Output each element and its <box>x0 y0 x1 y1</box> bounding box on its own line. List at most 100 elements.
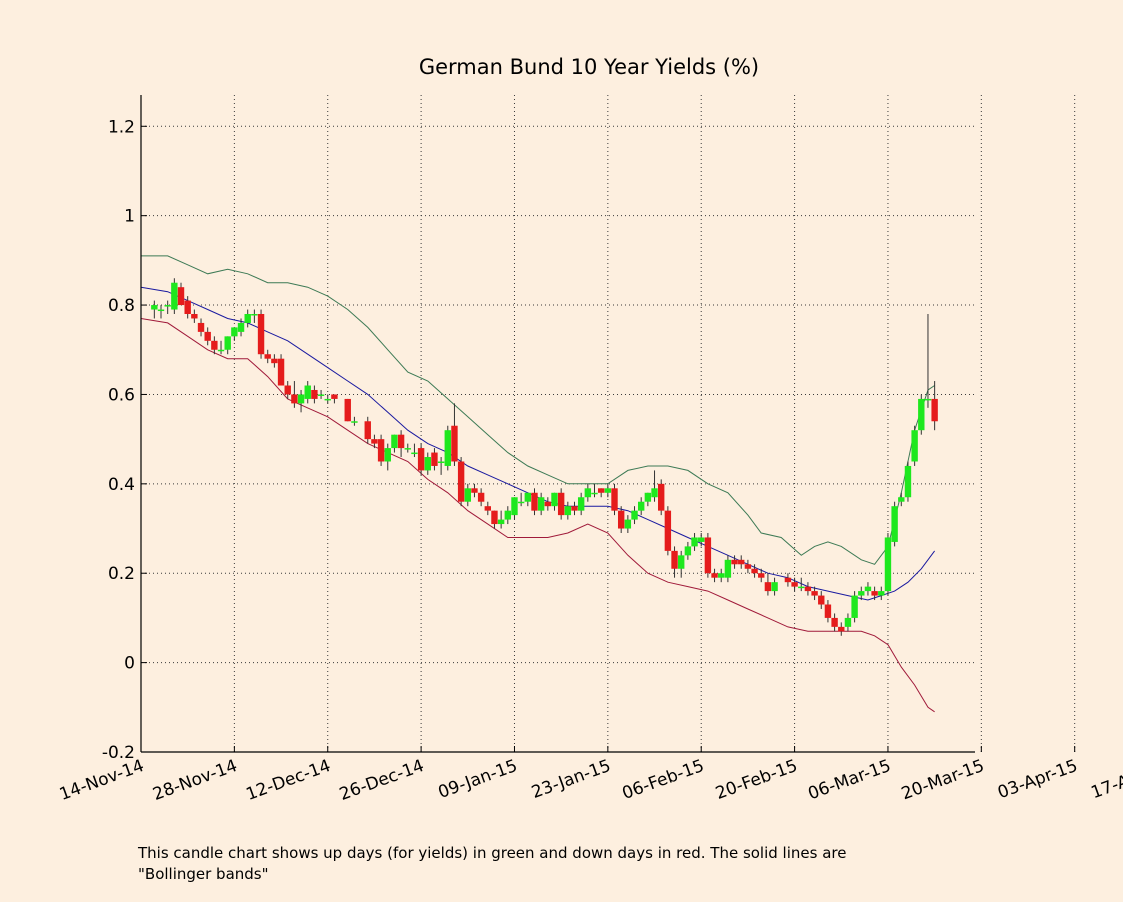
candle-body <box>531 492 538 511</box>
x-tick-label: 06-Feb-15 <box>620 756 707 804</box>
candle-body <box>404 448 411 450</box>
up-candle <box>604 483 612 498</box>
up-candle <box>884 533 892 596</box>
candle-body <box>351 421 358 423</box>
candle-body <box>637 501 645 511</box>
candle-body <box>437 461 445 463</box>
down-candle <box>597 488 605 498</box>
down-candle <box>477 488 485 507</box>
y-tick-label: 0.2 <box>108 564 135 584</box>
candle-body <box>191 314 198 319</box>
down-candle <box>671 546 678 578</box>
up-candle <box>858 586 865 601</box>
candle-body <box>184 300 191 314</box>
candle-body <box>591 492 598 495</box>
candle-body <box>551 492 558 507</box>
middle-bollinger-band <box>140 286 936 601</box>
candle-body <box>157 309 165 312</box>
down-candle <box>831 613 838 632</box>
candle-body <box>931 398 938 422</box>
candle-body <box>884 537 892 592</box>
candle-body <box>924 398 932 401</box>
up-candle <box>851 591 858 623</box>
candle-body <box>851 595 858 618</box>
up-candle <box>584 483 592 502</box>
up-candle <box>624 515 632 533</box>
candle-body <box>564 506 572 516</box>
candle-body <box>831 617 838 627</box>
down-candle <box>291 381 298 408</box>
down-candle <box>371 434 378 449</box>
up-candle <box>464 483 471 507</box>
candle-body <box>751 568 758 574</box>
candle-body <box>918 398 925 431</box>
candle-body <box>711 573 718 578</box>
up-candle <box>231 327 238 341</box>
candle-body <box>517 501 525 504</box>
candle-body <box>557 492 565 516</box>
x-tick-label: 09-Jan-15 <box>436 756 521 803</box>
up-candle <box>157 305 165 319</box>
lower-bollinger-band <box>140 318 935 713</box>
x-tick-label: 12-Dec-14 <box>244 756 334 805</box>
candle-body <box>277 358 285 386</box>
candle-body <box>511 497 518 516</box>
up-candle <box>151 300 158 319</box>
down-candle <box>824 600 832 623</box>
candle-body <box>331 394 338 399</box>
candle-body <box>491 510 498 525</box>
down-candle <box>191 309 198 323</box>
candle-body <box>544 501 552 507</box>
candle-body <box>371 439 378 444</box>
y-tick-label: 0.6 <box>108 385 135 405</box>
candle-body <box>217 349 225 352</box>
up-candle <box>911 425 918 466</box>
down-candle <box>271 354 278 368</box>
candle-body <box>898 497 905 502</box>
down-candle <box>491 510 498 529</box>
up-candle <box>684 541 692 560</box>
down-candle <box>177 282 185 306</box>
down-candle <box>617 506 625 533</box>
down-candle <box>197 318 205 337</box>
up-candle <box>551 492 558 511</box>
y-tick-label: 1.2 <box>108 117 135 137</box>
candle-body <box>237 322 245 332</box>
candle-body <box>611 488 618 511</box>
candle-body <box>771 582 778 592</box>
y-tick-label: 0 <box>124 654 135 674</box>
up-candle <box>631 506 638 525</box>
candle-body <box>211 340 218 350</box>
candle-body <box>724 559 732 578</box>
up-candle <box>384 443 391 471</box>
candle-body <box>731 559 738 565</box>
candle-body <box>497 519 505 525</box>
candle-body <box>384 448 391 462</box>
down-candle <box>804 582 812 596</box>
chart-caption: This candle chart shows up days (for yie… <box>138 843 918 885</box>
down-candle <box>704 533 712 578</box>
down-candle <box>744 559 752 574</box>
down-candle <box>311 385 318 404</box>
up-candle <box>411 443 418 458</box>
up-candle <box>591 483 598 498</box>
up-candle <box>324 394 331 404</box>
down-candle <box>764 573 772 596</box>
up-candle <box>537 492 545 516</box>
candle-body <box>651 488 658 498</box>
up-candle <box>924 314 932 408</box>
candle-body <box>671 550 678 569</box>
candle-body <box>271 358 278 364</box>
x-tick-label: 06-Mar-15 <box>806 756 894 804</box>
down-candle <box>664 506 672 556</box>
x-tick-label: 20-Mar-15 <box>899 756 987 804</box>
candle-body <box>758 573 765 578</box>
candle-body <box>784 577 792 583</box>
candle-body <box>171 282 178 310</box>
up-candle <box>171 278 178 314</box>
candle-body <box>704 537 712 574</box>
up-candle <box>577 492 585 516</box>
candle-body <box>891 506 898 542</box>
up-candle <box>511 497 518 520</box>
candle-body <box>317 394 325 396</box>
